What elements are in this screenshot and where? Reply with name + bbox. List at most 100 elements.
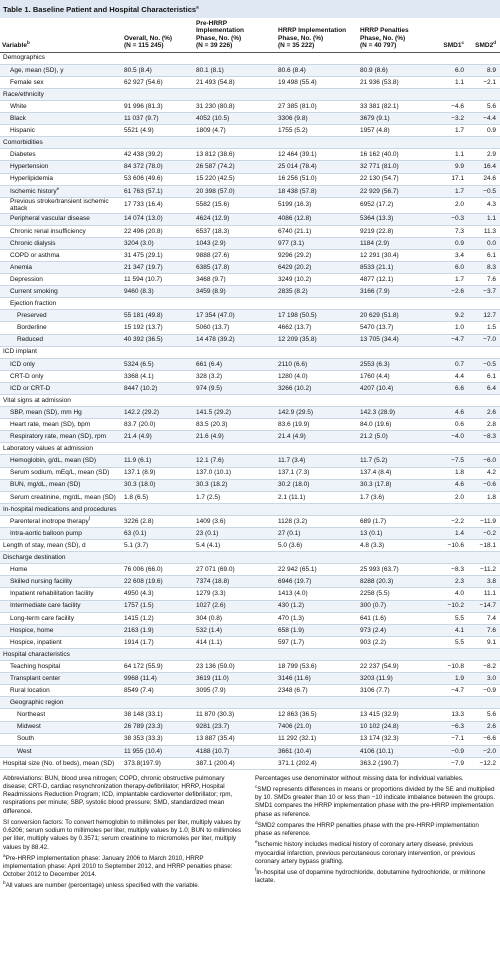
data-row: West 11 955 (10.4) 4188 (10.7) 3661 (10.4) 4… [0,745,500,758]
footnote: cSMD represents differences in means or … [255,784,497,819]
cell: 63 (0.1) [122,527,194,541]
cell: 6537 (18.3) [194,225,276,238]
column-header: SMD1c [436,18,468,53]
cell: 4877 (12.1) [358,273,436,287]
cell: 328 (3.2) [194,370,276,383]
cell: 1914 (1.7) [122,636,194,649]
cell: 19 498 (55.4) [276,76,358,89]
label-text: Peripheral vascular disease [10,215,90,223]
cell: 7.4 [468,612,500,625]
row-label: Black [0,112,122,126]
cell: −0.6 [468,479,500,492]
footnotes-right: Percentages use denominator without miss… [255,775,497,894]
footnote-mark: f [255,866,257,872]
label-text: Female sex [10,78,44,86]
cell: 137.1 (7.3) [276,467,358,480]
cell: 661 (6.4) [194,358,276,371]
cell: 597 (1.7) [276,636,358,649]
cell: 32 771 (81.0) [358,160,436,174]
cell: 1.9 [436,672,468,686]
row-label: Female sex [0,76,122,89]
data-row: Female sex 62 927 (54.6) 21 493 (54.8) 19 4… [0,76,500,89]
cell: 363.2 (190.7) [358,757,436,770]
row-label: Hospice, home [0,624,122,637]
cell: 12.1 (7.6) [194,454,276,468]
cell: 18 799 (53.6) [276,660,358,674]
cell: 3166 (7.9) [358,285,436,299]
label-text: Teaching hospital [10,662,61,670]
footnote-text: Ischemic history includes medical histor… [255,841,476,865]
label-text: Current smoking [10,287,58,295]
cell: 22 130 (54.7) [358,173,436,186]
row-label: Geographic region [0,696,500,710]
cell: 6.6 [436,382,468,395]
row-label: Teaching hospital [0,660,122,674]
cell: 40 392 (36.5) [122,334,194,347]
row-label: Hyperlipidemia [0,173,122,186]
cell: 4052 (10.5) [194,112,276,126]
cell: 4.8 (3.3) [358,539,436,553]
cell: 1.7 [436,124,468,138]
cell: −12.2 [468,757,500,770]
cell: 27 071 (69.0) [194,563,276,577]
cell: −0.5 [468,358,500,371]
cell: 5.0 (3.6) [276,539,358,553]
cell: 6952 (17.2) [358,197,436,214]
cell: −6.6 [468,733,500,746]
row-label: Hispanic [0,124,122,138]
label-text: BUN, mg/dL, mean (SD) [10,481,81,489]
section-row: Laboratory values at admission [0,442,500,456]
label-text: Midwest [17,723,41,731]
row-label: Parenteral inotrope therapyf [0,515,122,529]
cell: 7.6 [468,624,500,637]
cell: −8.3 [436,563,468,577]
cell: 30.2 (18.0) [276,479,358,492]
cell: 26 587 (74.2) [194,160,276,174]
row-label: Hospital characteristics [0,648,500,662]
cell: 0.9 [468,124,500,138]
cell: 1760 (4.4) [358,370,436,383]
footnote: SI conversion factors: To convert hemogl… [3,819,245,852]
cell: 6385 (17.8) [194,261,276,275]
cell: 11.1 [468,587,500,601]
cell: 33 381 (82.1) [358,100,436,114]
data-row: Chronic renal insufficiency 22 496 (20.8)… [0,225,500,238]
cell: 30.3 (18.2) [194,479,276,492]
data-row: Intermediate care facility 1757 (1.5) 1027… [0,600,500,613]
row-label: Rural location [0,684,122,698]
cell: 9888 (27.6) [194,249,276,262]
row-label: Race/ethnicity [0,88,500,102]
row-label: Demographics [0,52,500,65]
cell: 27 385 (81.0) [276,100,358,114]
footnote: fIn-hospital use of dopamine hydrochlori… [255,866,497,885]
footnote-text: Percentages use denominator without miss… [255,774,464,782]
title-note: a [196,4,199,10]
cell: 10 102 (24.8) [358,721,436,734]
cell: 9.1 [468,636,500,649]
cell: 5470 (13.7) [358,321,436,335]
cell: 2.1 (11.1) [276,491,358,504]
cell: 142.9 (29.5) [276,406,358,420]
cell: −6.0 [468,454,500,468]
cell: 1.0 [436,321,468,335]
data-row: Teaching hospital 64 172 (55.9) 23 136 (59… [0,660,500,674]
cell: −8.3 [468,430,500,444]
cell: 3204 (3.0) [122,237,194,250]
cell: 9219 (22.8) [358,225,436,238]
cell: 21.6 (4.9) [194,430,276,444]
cell: 11 594 (10.7) [122,273,194,287]
footnotes: Abbreviations: BUN, blood urea nitrogen;… [0,770,500,894]
cell: −4.0 [436,430,468,444]
row-label: Borderline [0,321,122,335]
cell: 3203 (11.9) [358,672,436,686]
cell: 1.1 [436,76,468,89]
row-label: Heart rate, mean (SD), bpm [0,418,122,432]
label-text: Hospital characteristics [3,650,70,658]
cell: 30.3 (18.0) [122,479,194,492]
cell: 1809 (4.7) [194,124,276,138]
data-row: Northeast 38 148 (33.1) 11 870 (30.3) 12 86… [0,708,500,722]
cell: 3619 (11.0) [194,672,276,686]
label-text: COPD or asthma [10,251,60,259]
label-text: South [17,735,34,743]
data-row: Preserved 55 181 (49.8) 17 354 (47.0) 17 19… [0,309,500,323]
